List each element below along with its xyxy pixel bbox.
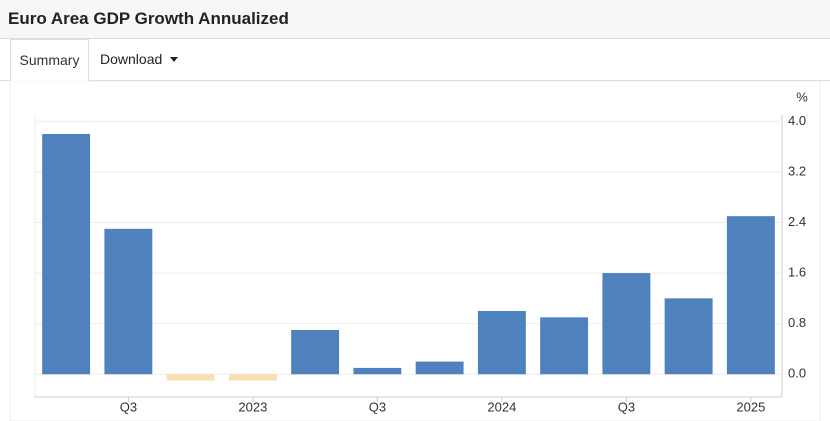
x-tick-label: Q3 (618, 399, 635, 414)
x-tick-label: Q3 (369, 399, 386, 414)
bar (166, 374, 215, 381)
x-tick-label: 2023 (238, 399, 267, 414)
tab[interactable]: Summary (10, 39, 89, 81)
header: Euro Area GDP Growth Annualized (0, 0, 830, 39)
bar (42, 133, 91, 375)
y-tick-label: 2.4 (788, 214, 806, 229)
bar (477, 311, 526, 375)
bar (540, 317, 589, 375)
bar (415, 361, 464, 375)
x-tick-label: 2024 (487, 399, 516, 414)
bar (291, 329, 340, 375)
x-tick-label: Q3 (120, 399, 137, 414)
bar (664, 298, 713, 375)
bar (602, 273, 651, 375)
unit-label: % (796, 89, 808, 104)
bar (228, 374, 277, 381)
y-tick-label: 3.2 (788, 163, 806, 178)
y-tick-label: 0.8 (788, 315, 806, 330)
tab-bar: Summary Download (0, 39, 830, 81)
y-tick-label: 0.0 (788, 366, 806, 381)
page-title: Euro Area GDP Growth Annualized (8, 9, 289, 28)
dropdown-caret (170, 57, 178, 62)
x-tick-label: 2025 (736, 399, 765, 414)
y-tick-label: 1.6 (788, 265, 806, 280)
chart: % 0.0 0.8 1.6 2.4 3.2 4.0 Q3 2023 Q3 2024 Q3 2025 (9, 81, 821, 421)
bar (353, 367, 402, 375)
bar (726, 216, 775, 375)
bar (104, 228, 153, 375)
y-tick-label: 4.0 (788, 113, 806, 128)
tab[interactable]: Download (100, 51, 163, 67)
